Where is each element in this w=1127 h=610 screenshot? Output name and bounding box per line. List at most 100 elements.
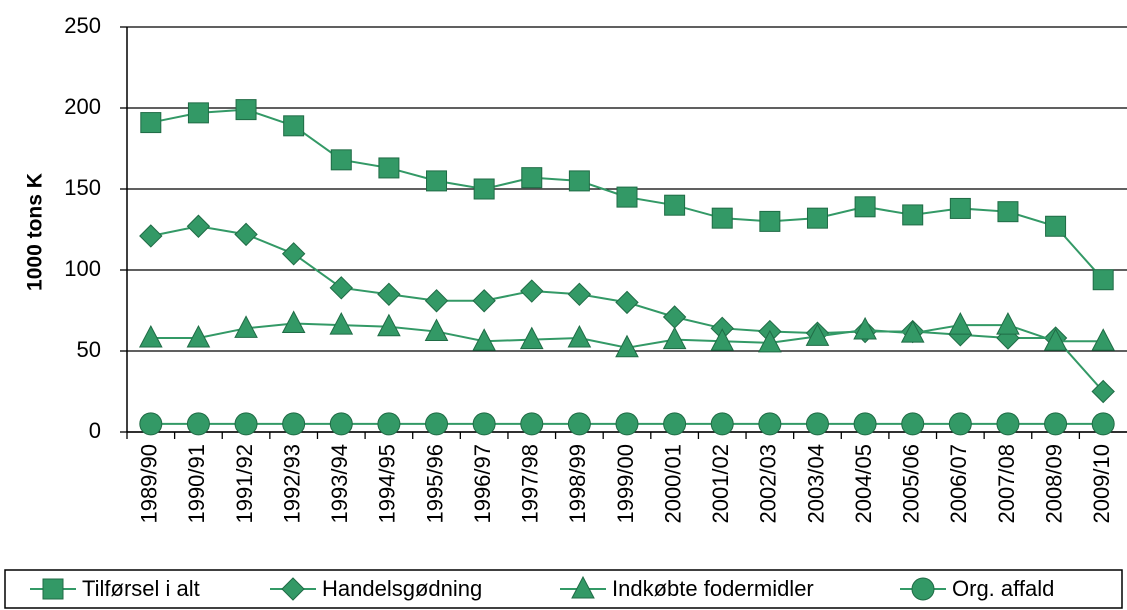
legend-marker xyxy=(911,577,935,601)
y-tick-label: 50 xyxy=(77,337,101,362)
x-tick-label: 2005/06 xyxy=(899,444,924,524)
data-point xyxy=(996,412,1020,436)
data-point xyxy=(186,214,211,238)
data-point xyxy=(425,412,449,436)
data-point xyxy=(662,326,687,350)
data-point xyxy=(567,324,592,348)
data-point xyxy=(138,324,163,348)
data-point xyxy=(902,204,924,226)
data-point xyxy=(758,329,782,353)
x-tick-label: 2001/02 xyxy=(708,444,733,524)
y-tick-label: 250 xyxy=(64,13,101,38)
x-tick-label: 2000/01 xyxy=(660,444,685,524)
data-point xyxy=(139,412,163,436)
data-point xyxy=(472,412,496,436)
data-point xyxy=(949,197,971,219)
data-point xyxy=(234,315,258,338)
data-point xyxy=(520,279,544,303)
data-point xyxy=(329,276,353,300)
data-point xyxy=(1092,269,1114,291)
data-point xyxy=(900,320,925,343)
data-point xyxy=(186,324,211,348)
y-tick-label: 200 xyxy=(64,94,101,119)
data-point xyxy=(853,316,877,340)
legend-marker xyxy=(281,577,305,601)
data-point xyxy=(377,313,401,337)
data-point xyxy=(948,412,972,436)
x-tick-label: 2002/03 xyxy=(756,444,781,524)
x-tick-label: 2004/05 xyxy=(851,444,876,524)
data-point xyxy=(186,412,210,436)
legend-label: Tilførsel i alt xyxy=(82,576,200,601)
data-point xyxy=(711,207,733,229)
x-tick-label: 1995/96 xyxy=(422,444,447,524)
data-point xyxy=(377,282,401,307)
data-point xyxy=(473,178,495,200)
data-point xyxy=(377,412,401,436)
x-tick-label: 2008/09 xyxy=(1041,444,1066,524)
x-tick-label: 1990/91 xyxy=(184,444,209,524)
x-tick-label: 1992/93 xyxy=(279,444,304,524)
data-point xyxy=(567,412,591,436)
y-tick-label: 100 xyxy=(64,256,101,281)
data-point xyxy=(424,289,449,313)
legend-label: Indkøbte fodermidler xyxy=(612,576,814,601)
data-point xyxy=(1091,328,1116,351)
y-tick-label: 150 xyxy=(64,175,101,200)
data-point xyxy=(901,412,925,436)
data-point xyxy=(140,112,162,134)
legend-label: Org. affald xyxy=(952,576,1054,601)
data-point xyxy=(378,157,400,179)
x-tick-label: 2009/10 xyxy=(1089,444,1114,524)
data-point xyxy=(854,196,876,218)
data-point xyxy=(663,412,687,436)
data-point xyxy=(281,242,306,266)
data-point xyxy=(1043,328,1068,351)
data-point xyxy=(187,102,209,124)
data-point xyxy=(997,201,1019,223)
x-tick-label: 1999/00 xyxy=(613,444,638,524)
data-point xyxy=(948,312,973,335)
data-point xyxy=(521,167,543,189)
data-point xyxy=(996,312,1020,335)
data-point xyxy=(329,312,354,335)
data-point xyxy=(710,412,734,436)
data-point xyxy=(424,318,449,342)
data-point xyxy=(805,323,830,346)
data-point xyxy=(759,210,781,232)
x-tick-label: 1998/99 xyxy=(565,444,590,524)
data-point xyxy=(567,282,592,307)
data-point xyxy=(853,412,877,436)
data-point xyxy=(330,149,352,171)
data-point xyxy=(234,222,258,247)
x-tick-label: 1994/95 xyxy=(375,444,400,524)
legend-marker xyxy=(42,578,64,600)
data-point xyxy=(806,207,828,229)
data-point xyxy=(664,194,686,216)
data-point xyxy=(281,310,306,333)
data-point xyxy=(615,412,639,436)
x-tick-label: 2003/04 xyxy=(803,444,828,524)
data-point xyxy=(805,412,829,436)
data-point xyxy=(615,334,639,358)
data-point xyxy=(472,289,496,313)
x-tick-label: 1997/98 xyxy=(518,444,543,524)
y-tick-label: 0 xyxy=(89,418,101,443)
legend-label: Handelsgødning xyxy=(322,576,482,601)
data-point xyxy=(1045,215,1067,237)
data-point xyxy=(568,170,590,192)
data-point xyxy=(1044,412,1068,436)
data-point xyxy=(616,186,638,208)
data-point xyxy=(234,412,258,436)
x-tick-label: 1993/94 xyxy=(327,444,352,524)
data-point xyxy=(758,412,782,436)
data-point xyxy=(1091,412,1115,436)
data-point xyxy=(282,412,306,436)
x-tick-label: 1991/92 xyxy=(232,444,257,524)
data-point xyxy=(139,224,163,248)
data-point xyxy=(329,412,353,436)
y-axis-title: 1000 tons K xyxy=(24,173,47,291)
data-point xyxy=(426,170,448,192)
legend-box xyxy=(4,569,1123,609)
